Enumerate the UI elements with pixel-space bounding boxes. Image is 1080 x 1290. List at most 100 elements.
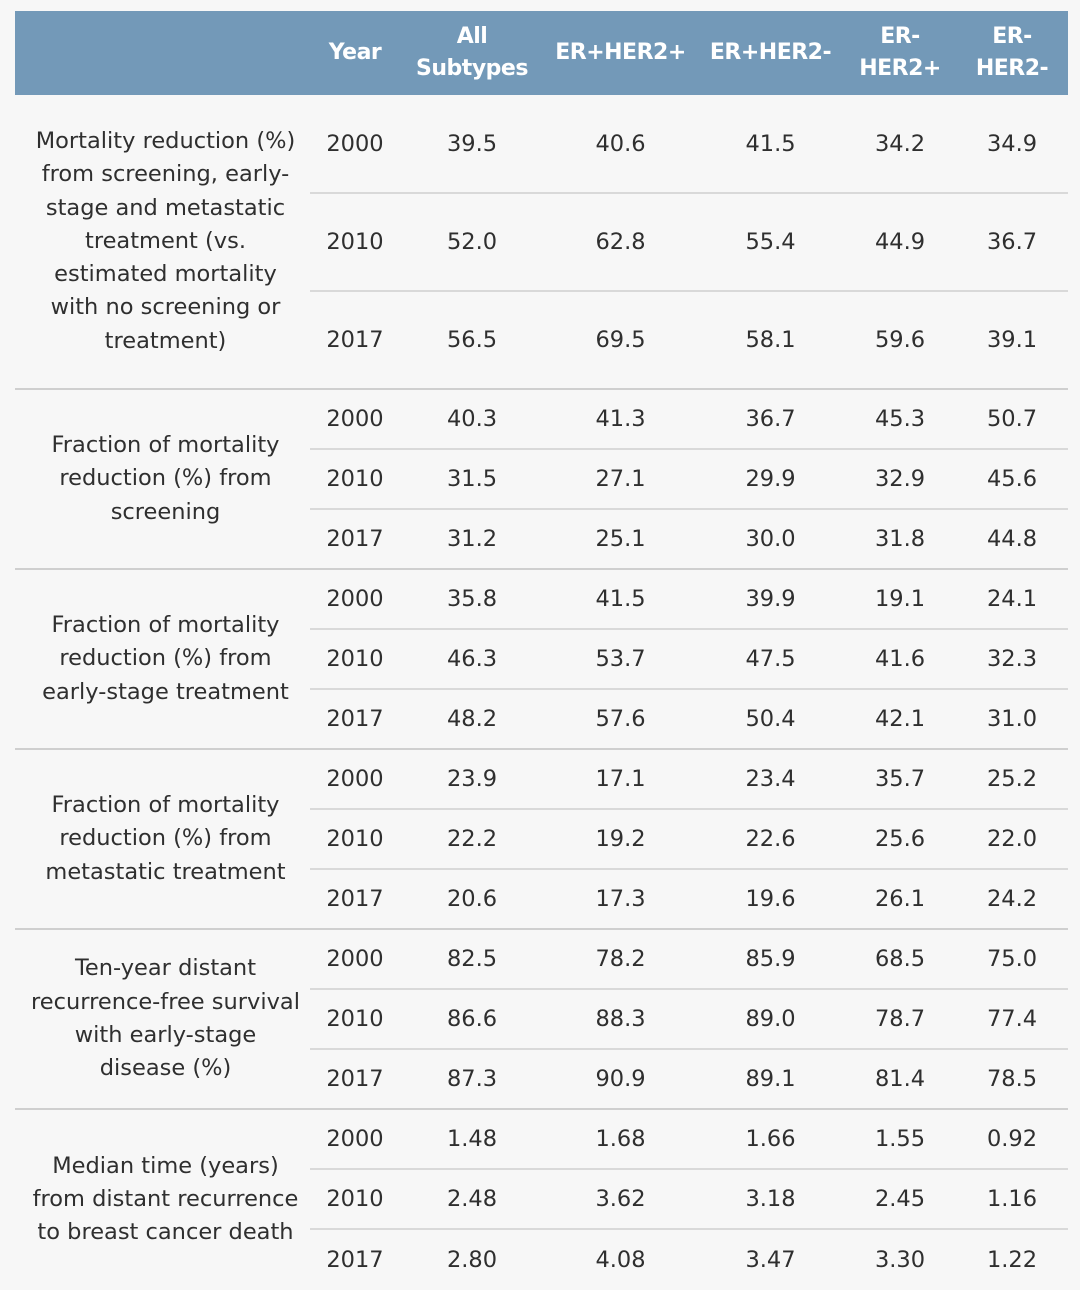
- all-subtypes-cell: 2.48: [400, 1169, 544, 1230]
- er-neg-her2-neg-cell: 39.1: [956, 291, 1068, 390]
- metric-label: Median time (years) from distant recurre…: [32, 1152, 299, 1246]
- table-row: Median time (years) from distant recurre…: [15, 1109, 1068, 1245]
- table-row: 2017 31.2 25.1 30.0 31.8 44.8: [15, 509, 1068, 570]
- er-neg-her2-pos-cell: 41.6: [844, 629, 956, 690]
- er-neg-her2-neg-cell: 25.2: [956, 749, 1068, 810]
- er-pos-her2-pos-cell: 88.3: [544, 989, 697, 1050]
- table-row: Fraction of mortality reduction (%) from…: [15, 389, 1068, 570]
- table-row: 2017 2.80 4.08 3.47 3.30 1.22: [15, 1229, 1068, 1289]
- table-row: 2010 2.48 3.62 3.18 2.45 1.16: [15, 1169, 1068, 1230]
- metric-label: Fraction of mortality reduction (%) from…: [15, 569, 310, 750]
- year-cell: 2017: [310, 689, 400, 750]
- header-year: Year: [328, 40, 382, 65]
- er-pos-her2-neg-cell: 36.7: [697, 389, 844, 450]
- er-pos-her2-neg-cell: 50.4: [697, 689, 844, 750]
- er-pos-her2-neg-cell: 58.1: [697, 291, 844, 390]
- er-neg-her2-pos-cell: 2.45: [844, 1169, 956, 1230]
- year-cell: 2017: [310, 291, 400, 390]
- er-neg-her2-pos-cell: 26.1: [844, 869, 956, 930]
- er-pos-her2-neg-cell: 22.6: [697, 809, 844, 870]
- year-cell: 2017: [326, 1246, 384, 1273]
- table-row: 2010 52.0 62.8 55.4 44.9 36.7: [15, 193, 1068, 292]
- header-er-neg-her2-pos: ER- HER2+: [859, 24, 941, 81]
- year-cell: 2000: [310, 569, 400, 630]
- all-subtypes-cell: 86.6: [400, 989, 544, 1050]
- er-pos-her2-pos-cell: 19.2: [544, 809, 697, 870]
- table-row: 2017 20.6 17.3 19.6 26.1 24.2: [15, 869, 1068, 930]
- er-neg-her2-pos-cell: 81.4: [844, 1049, 956, 1110]
- header-row: Year All Subtypes ER+HER2+ ER+HER2- ER- HE…: [15, 11, 1068, 95]
- all-subtypes-cell: 46.3: [400, 629, 544, 690]
- er-neg-her2-neg-cell: 45.6: [956, 449, 1068, 510]
- er-pos-her2-neg-cell: 23.4: [697, 749, 844, 810]
- er-pos-her2-neg-cell: 19.6: [697, 869, 844, 930]
- er-neg-her2-neg-cell: 50.7: [956, 389, 1068, 450]
- table-row: 2010 31.5 27.1 29.9 32.9 45.6: [15, 449, 1068, 510]
- er-neg-her2-neg-cell: 78.5: [956, 1049, 1068, 1110]
- er-pos-her2-neg-cell: 29.9: [697, 449, 844, 510]
- all-subtypes-cell: 39.5: [400, 95, 544, 194]
- header-er-pos-her2-neg: ER+HER2-: [709, 40, 832, 65]
- er-pos-her2-pos-cell: 4.08: [595, 1246, 646, 1273]
- all-subtypes-cell: 48.2: [400, 689, 544, 750]
- year-cell: 2000: [310, 95, 400, 194]
- er-neg-her2-pos-cell: 45.3: [844, 389, 956, 450]
- year-cell: 2010: [310, 193, 400, 292]
- er-pos-her2-pos-cell: 53.7: [544, 629, 697, 690]
- er-neg-her2-pos-cell: 1.55: [844, 1109, 956, 1170]
- all-subtypes-cell: 22.2: [400, 809, 544, 870]
- year-cell: 2000: [310, 1109, 400, 1170]
- results-table: Year All Subtypes ER+HER2+ ER+HER2- ER- HE…: [15, 11, 1068, 1289]
- er-pos-her2-neg-cell: 30.0: [697, 509, 844, 570]
- year-cell: 2017: [310, 509, 400, 570]
- table-row: 2010 46.3 53.7 47.5 41.6 32.3: [15, 629, 1068, 690]
- er-pos-her2-pos-cell: 69.5: [544, 291, 697, 390]
- year-cell: 2017: [310, 869, 400, 930]
- er-neg-her2-neg-cell: 32.3: [956, 629, 1068, 690]
- er-neg-her2-neg-cell: 0.92: [956, 1109, 1068, 1170]
- er-neg-her2-neg-cell: 77.4: [956, 989, 1068, 1050]
- er-neg-her2-pos-cell: 68.5: [844, 929, 956, 990]
- table-row: Mortality reduction (%) from screening, …: [15, 95, 1068, 390]
- metric-label: Fraction of mortality reduction (%) from…: [15, 389, 310, 570]
- all-subtypes-cell: 23.9: [400, 749, 544, 810]
- er-pos-her2-pos-cell: 41.3: [544, 389, 697, 450]
- all-subtypes-cell: 40.3: [400, 389, 544, 450]
- er-pos-her2-neg-cell: 47.5: [697, 629, 844, 690]
- table-row: Fraction of mortality reduction (%) from…: [15, 569, 1068, 750]
- er-pos-her2-pos-cell: 27.1: [544, 449, 697, 510]
- er-pos-her2-pos-cell: 17.1: [544, 749, 697, 810]
- er-pos-her2-pos-cell: 57.6: [544, 689, 697, 750]
- header-metric: [15, 11, 310, 95]
- er-pos-her2-neg-cell: 89.0: [697, 989, 844, 1050]
- er-neg-her2-pos-cell: 32.9: [844, 449, 956, 510]
- er-neg-her2-pos-cell: 78.7: [844, 989, 956, 1050]
- er-neg-her2-neg-cell: 22.0: [956, 809, 1068, 870]
- er-pos-her2-pos-cell: 41.5: [544, 569, 697, 630]
- er-neg-her2-pos-cell: 44.9: [844, 193, 956, 292]
- er-neg-her2-neg-cell: 1.22: [986, 1246, 1038, 1273]
- table-row: 2017 48.2 57.6 50.4 42.1 31.0: [15, 689, 1068, 750]
- all-subtypes-cell: 20.6: [400, 869, 544, 930]
- er-pos-her2-pos-cell: 40.6: [544, 95, 697, 194]
- metric-label: Mortality reduction (%) from screening, …: [15, 95, 310, 390]
- er-pos-her2-neg-cell: 89.1: [697, 1049, 844, 1110]
- er-neg-her2-pos-cell: 42.1: [844, 689, 956, 750]
- all-subtypes-cell: 35.8: [400, 569, 544, 630]
- er-pos-her2-neg-cell: 55.4: [697, 193, 844, 292]
- table-row: 2017 87.3 90.9 89.1 81.4 78.5: [15, 1049, 1068, 1110]
- table-body: Mortality reduction (%) from screening, …: [15, 95, 1068, 1289]
- er-pos-her2-neg-cell: 3.47: [745, 1246, 796, 1273]
- metric-label: Fraction of mortality reduction (%) from…: [15, 749, 310, 930]
- er-neg-her2-neg-cell: 1.16: [956, 1169, 1068, 1230]
- er-pos-her2-neg-cell: 41.5: [697, 95, 844, 194]
- er-pos-her2-neg-cell: 1.66: [697, 1109, 844, 1170]
- all-subtypes-cell: 56.5: [400, 291, 544, 390]
- er-pos-her2-neg-cell: 85.9: [697, 929, 844, 990]
- er-neg-her2-neg-cell: 34.9: [956, 95, 1068, 194]
- all-subtypes-cell: 31.5: [400, 449, 544, 510]
- table-row: 2010 86.6 88.3 89.0 78.7 77.4: [15, 989, 1068, 1050]
- er-neg-her2-neg-cell: 31.0: [956, 689, 1068, 750]
- year-cell: 2010: [310, 1169, 400, 1230]
- er-pos-her2-pos-cell: 3.62: [544, 1169, 697, 1230]
